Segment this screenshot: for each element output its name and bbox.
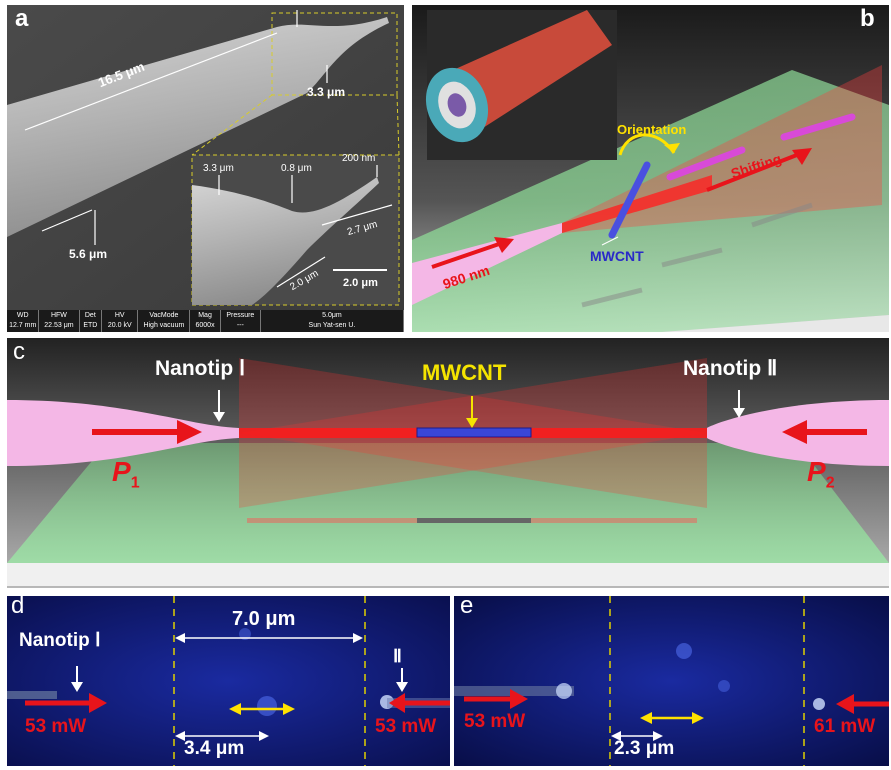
mwcnt-label: MWCNT bbox=[422, 360, 507, 385]
panel-c: c Nanotip Ⅰ Nanotip Ⅱ MWCNT P1 P2 bbox=[7, 338, 889, 588]
panel-b-letter: b bbox=[860, 5, 875, 32]
p1-subscript: 1 bbox=[130, 474, 140, 492]
orientation-label: Orientation bbox=[617, 122, 687, 137]
tip2-label: Ⅱ bbox=[393, 646, 402, 666]
power-left-label: 53 mW bbox=[25, 716, 87, 737]
nanotube-icon bbox=[425, 10, 612, 143]
panel-c-letter: c bbox=[13, 338, 25, 365]
power-right-label: 61 mW bbox=[814, 716, 876, 737]
info-value: 12.7 mm bbox=[9, 322, 37, 329]
p2-label: P2 bbox=[807, 456, 835, 493]
info-column: WD 12.7 mm bbox=[7, 310, 40, 332]
info-header: HV bbox=[114, 312, 125, 319]
info-column: HV 20.0 kV bbox=[102, 310, 139, 332]
fiber-body bbox=[7, 17, 389, 237]
info-column: Pressure --- bbox=[221, 310, 261, 332]
info-value: 22.53 μm bbox=[44, 322, 74, 329]
info-column: Det ETD bbox=[80, 310, 103, 332]
micrograph-e bbox=[454, 596, 889, 766]
nanotip2-label: Nanotip Ⅱ bbox=[683, 357, 778, 380]
panel-a: a 16.5 μm 3.3 μm 5.6 μm 3.3 μm 0.8 μm 20… bbox=[7, 5, 404, 332]
panel-d: d Nanotip Ⅰ Ⅱ 7.0 μm 3.4 μm 53 mW 53 mW bbox=[7, 596, 450, 766]
inset-scale-label: 2.0 μm bbox=[343, 277, 378, 289]
p2-symbol: P bbox=[807, 456, 826, 487]
inset-dim-end: 200 nm bbox=[342, 153, 376, 164]
distance-label: 2.3 μm bbox=[614, 738, 675, 759]
info-header: VacMode bbox=[149, 312, 179, 319]
panel-e-letter: e bbox=[460, 596, 474, 619]
info-header: WD bbox=[16, 312, 29, 319]
p2-subscript: 2 bbox=[825, 474, 835, 492]
sem-info-bar: WD 12.7 mm HFW 22.53 μm Det ETD HV 20.0 kV VacMo… bbox=[7, 310, 404, 332]
power-right-label: 53 mW bbox=[375, 716, 437, 737]
panel-b: b Orientation Shifting MWCNT 980 nm bbox=[412, 5, 889, 332]
distance-bottom-label: 3.4 μm bbox=[184, 738, 245, 759]
info-column: Mag 6000x bbox=[190, 310, 221, 332]
p1-label: P1 bbox=[112, 456, 140, 493]
inset-dim-mid: 0.8 μm bbox=[281, 163, 312, 174]
info-value: 6000x bbox=[195, 322, 215, 329]
dim-body-label: 5.6 μm bbox=[69, 247, 108, 261]
input-arrow bbox=[431, 241, 503, 269]
info-header: Det bbox=[84, 312, 96, 319]
dim-tip-label: 3.3 μm bbox=[307, 85, 346, 99]
distance-top-label: 7.0 μm bbox=[232, 608, 296, 630]
info-header: 5.0μm bbox=[322, 312, 342, 319]
panel-a-letter: a bbox=[15, 5, 29, 32]
mwcnt-label: MWCNT bbox=[590, 248, 644, 264]
mwcnt-rod bbox=[416, 427, 532, 438]
schematic-b bbox=[412, 5, 889, 332]
p1-symbol: P bbox=[112, 456, 131, 487]
info-value: --- bbox=[236, 322, 244, 329]
info-header: Mag bbox=[198, 312, 212, 319]
inset-image bbox=[191, 154, 400, 306]
info-value: ETD bbox=[83, 322, 98, 329]
probe-fiber bbox=[412, 223, 562, 305]
panel-e: e 2.3 μm 53 mW 61 mW bbox=[454, 596, 889, 766]
panel-d-letter: d bbox=[11, 596, 25, 619]
info-header: HFW bbox=[50, 312, 67, 319]
info-column: VacMode High vacuum bbox=[138, 310, 191, 332]
shifting-arrow bbox=[706, 151, 803, 192]
inset-dim-left: 3.3 μm bbox=[203, 163, 234, 174]
info-column: HFW 22.53 μm bbox=[39, 310, 80, 332]
schematic-c bbox=[7, 338, 889, 588]
info-value: 20.0 kV bbox=[107, 322, 132, 329]
info-value: High vacuum bbox=[143, 322, 185, 329]
info-value: Sun Yat-sen U. bbox=[308, 322, 356, 329]
nanotip1-label: Nanotip Ⅰ bbox=[19, 630, 101, 651]
nanotip1-label: Nanotip Ⅰ bbox=[155, 357, 246, 380]
info-column: 5.0μm Sun Yat-sen U. bbox=[261, 310, 404, 332]
power-left-label: 53 mW bbox=[464, 711, 526, 732]
info-header: Pressure bbox=[226, 312, 255, 319]
mwcnt-rod bbox=[608, 161, 651, 239]
micrograph-d bbox=[7, 596, 450, 766]
